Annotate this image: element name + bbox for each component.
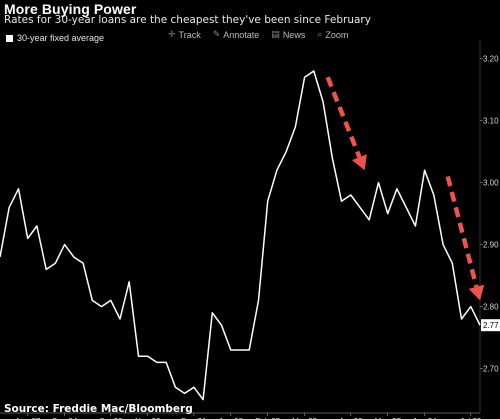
annotate-label: Annotate [223, 29, 260, 40]
x-tick-label: Jan 28 [219, 417, 244, 419]
x-tick-label: Sep 24 [52, 417, 78, 419]
crosshair-icon: ✛ [168, 29, 176, 39]
pencil-icon: ✎ [212, 29, 221, 39]
zoom-button[interactable]: ⌕ Zoom [317, 29, 348, 40]
trend-arrow-head [352, 154, 367, 171]
y-tick-label: 3.20 [483, 55, 499, 64]
last-value-label: 2.77 [483, 321, 499, 330]
x-tick-label: Jul 29 [460, 417, 482, 419]
news-icon: ▤ [271, 29, 280, 39]
series-line-30-year-fixed[interactable] [0, 70, 481, 401]
x-tick-label: Mar 25 [292, 417, 317, 419]
zoom-label: Zoom [325, 29, 349, 40]
x-tick-label: Aug 27 [15, 417, 41, 419]
chart-title: More Buying Power [4, 1, 137, 17]
y-tick-label: 2.90 [483, 241, 499, 250]
annotate-button[interactable]: ✎ Annotate [213, 29, 260, 40]
x-tick-label: Apr 29 [339, 417, 363, 419]
trend-arrow-shaft [445, 175, 479, 288]
chart-subtitle: Rates for 30-year loans are the cheapest… [4, 14, 371, 26]
y-tick-label: 2.80 [483, 303, 499, 312]
legend-swatch [6, 34, 13, 42]
track-label: Track [178, 29, 201, 40]
news-button[interactable]: ▤ News [271, 29, 305, 40]
trend-arrow-shaft [325, 76, 362, 159]
y-tick-label: 3.00 [483, 179, 499, 188]
x-tick-label: Oct 29 [99, 417, 123, 419]
legend: 30-year fixed average [6, 33, 104, 43]
trend-arrow-head [468, 284, 485, 301]
y-tick-label: 3.10 [483, 117, 499, 126]
chart-toolbar: ✛ Track ✎ Annotate ▤ News ⌕ Zoom [168, 29, 348, 40]
last-value-box [481, 319, 500, 332]
x-tick-label: Feb 25 [255, 417, 280, 419]
y-tick-label: 2.70 [483, 365, 499, 374]
news-label: News [282, 29, 306, 40]
x-tick-label: Dec 31 [181, 417, 207, 419]
zoom-icon: ⌕ [317, 29, 323, 39]
source-note: Source: Freddie Mac/Bloomberg [4, 403, 193, 415]
x-tick-label: May 27 [375, 417, 402, 419]
track-button[interactable]: ✛ Track [168, 29, 201, 40]
legend-label: 30-year fixed average [17, 33, 105, 43]
x-tick-label: Jun 24 [413, 417, 438, 419]
x-tick-label: Nov 26 [135, 417, 161, 419]
